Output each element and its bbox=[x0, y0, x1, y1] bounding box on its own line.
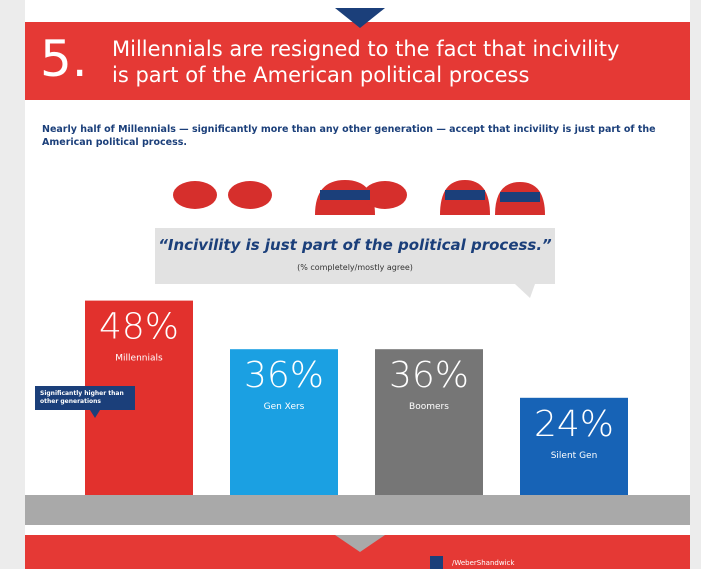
bars: 48% Millennials 36% Gen Xers 36% Boomers 24% Si… bbox=[85, 300, 628, 495]
bar bbox=[230, 349, 338, 495]
annotation-pointer bbox=[90, 410, 100, 418]
base-band bbox=[25, 495, 690, 525]
mascots bbox=[173, 180, 545, 215]
category-label: Gen Xers bbox=[264, 402, 305, 412]
category-label: Millennials bbox=[115, 354, 163, 364]
value-label: 48% bbox=[99, 307, 179, 348]
category-label: Boomers bbox=[409, 402, 449, 412]
footer-handle: /WeberShandwick bbox=[452, 559, 515, 567]
value-label: 36% bbox=[389, 355, 469, 396]
footer-pointer bbox=[335, 535, 385, 552]
facebook-icon bbox=[430, 556, 443, 569]
value-label: 24% bbox=[534, 404, 614, 445]
note: (% completely/mostly agree) bbox=[297, 263, 413, 272]
category-label: Silent Gen bbox=[551, 451, 598, 461]
chart-title: Millennials are resigned to the fact tha… bbox=[112, 37, 619, 87]
annotation-box bbox=[35, 386, 135, 410]
bar bbox=[375, 349, 483, 495]
quote-bubble bbox=[155, 228, 555, 284]
header-band bbox=[25, 22, 690, 100]
section-number: 5. bbox=[40, 30, 88, 88]
bar bbox=[520, 397, 628, 495]
quote-pointer bbox=[515, 284, 535, 298]
annotation: Significantly higher than other generatio… bbox=[40, 390, 124, 405]
value-label: 36% bbox=[244, 355, 324, 396]
quote: “Incivility is just part of the politica… bbox=[158, 236, 552, 254]
subtitle: Nearly half of Millennials — significant… bbox=[42, 124, 656, 148]
header-pointer bbox=[335, 8, 385, 28]
